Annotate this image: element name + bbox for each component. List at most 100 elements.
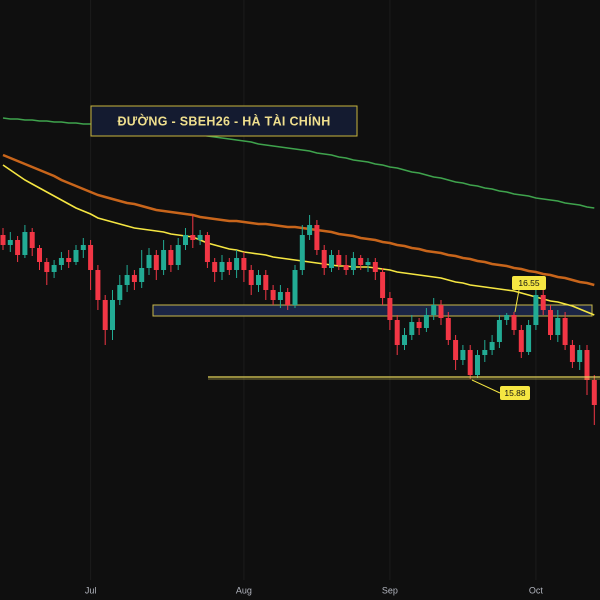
candle-body bbox=[256, 275, 261, 285]
annotation-label: 15.88 bbox=[504, 388, 526, 398]
candle-body bbox=[336, 255, 342, 265]
candle-body bbox=[314, 225, 320, 250]
title-box bbox=[90, 105, 358, 137]
candle-body bbox=[29, 232, 35, 248]
candle-body bbox=[58, 258, 64, 265]
candle-body bbox=[540, 295, 546, 310]
annotations: 16.55 15.88 bbox=[471, 276, 546, 400]
candle-body bbox=[66, 258, 72, 262]
candle-body bbox=[248, 270, 254, 285]
candle-body bbox=[22, 232, 28, 255]
candle-body bbox=[489, 342, 495, 350]
candle-body bbox=[584, 350, 590, 380]
candle-body bbox=[73, 250, 79, 262]
annotation-label: 16.55 bbox=[518, 278, 540, 288]
candle-body bbox=[496, 320, 502, 342]
candle-body bbox=[226, 262, 232, 270]
candle-body bbox=[88, 245, 94, 270]
candle-body bbox=[15, 240, 21, 255]
candle-body bbox=[445, 318, 451, 340]
moving-average-line bbox=[2, 153, 595, 287]
candle-body bbox=[526, 325, 532, 352]
candle-body bbox=[562, 318, 568, 345]
candle-body bbox=[402, 335, 407, 345]
candle-body bbox=[431, 305, 437, 315]
x-tick-label: Oct bbox=[529, 585, 544, 595]
candle-body bbox=[548, 310, 553, 335]
candle-body bbox=[219, 262, 225, 272]
candle-body bbox=[460, 350, 466, 360]
candle-body bbox=[234, 258, 240, 270]
candle-body bbox=[358, 258, 364, 265]
candle-body bbox=[131, 275, 137, 282]
candle-body bbox=[197, 235, 203, 240]
candle-body bbox=[241, 258, 247, 270]
candle-body bbox=[511, 315, 517, 330]
candle-body bbox=[51, 265, 57, 272]
candle-body bbox=[153, 255, 159, 270]
candle-body bbox=[329, 255, 334, 268]
price-zone bbox=[152, 304, 593, 317]
candle-body bbox=[438, 305, 444, 318]
candle-body bbox=[555, 318, 561, 335]
candle-body bbox=[146, 255, 152, 268]
candle-body bbox=[504, 315, 510, 320]
moving-average-line bbox=[2, 164, 595, 316]
candle-body bbox=[591, 380, 597, 405]
chart-title: ĐƯỜNG - SBEH26 - HÀ TÀI CHÍNH bbox=[117, 113, 330, 128]
candle-body bbox=[183, 235, 188, 245]
candle-body bbox=[0, 235, 6, 245]
candle-body bbox=[423, 315, 429, 328]
candle-body bbox=[394, 320, 400, 345]
candle-body bbox=[175, 245, 181, 265]
plot-area bbox=[0, 117, 597, 425]
annotation-leader bbox=[471, 379, 501, 394]
candle-body bbox=[416, 322, 422, 328]
candle-body bbox=[190, 235, 196, 240]
x-tick-label: Sep bbox=[382, 585, 398, 595]
x-axis: Jul Aug Sep Oct bbox=[85, 585, 544, 595]
candle-body bbox=[343, 265, 349, 270]
candle-body bbox=[263, 275, 269, 290]
candle-body bbox=[124, 275, 130, 285]
candle-body bbox=[285, 292, 291, 305]
candle-body bbox=[569, 345, 575, 362]
candle-body bbox=[577, 350, 583, 362]
candle-body bbox=[467, 350, 473, 375]
candle-body bbox=[409, 322, 415, 335]
candle-body bbox=[321, 250, 327, 268]
candle-body bbox=[204, 235, 210, 262]
candle-body bbox=[7, 240, 13, 245]
candle-body bbox=[270, 290, 276, 300]
candle-body bbox=[95, 270, 101, 300]
candle-body bbox=[350, 258, 356, 270]
candle-body bbox=[482, 350, 488, 355]
candle-body bbox=[307, 225, 313, 235]
candle-body bbox=[277, 292, 283, 300]
candle-body bbox=[80, 245, 86, 250]
candle-body bbox=[533, 295, 539, 325]
candle-body bbox=[110, 300, 115, 330]
candle-body bbox=[453, 340, 459, 360]
candle-body bbox=[102, 300, 108, 330]
candle-body bbox=[139, 268, 145, 282]
annotation-box bbox=[500, 386, 530, 400]
candle-body bbox=[365, 262, 371, 265]
candle-body bbox=[387, 298, 393, 320]
candle-body bbox=[292, 270, 298, 305]
candle-body bbox=[168, 250, 174, 265]
candle-body bbox=[117, 285, 123, 300]
annotation-box bbox=[512, 276, 546, 290]
candle-body bbox=[44, 262, 50, 272]
candle-body bbox=[372, 262, 378, 272]
annotation-leader bbox=[514, 289, 520, 313]
candle-body bbox=[518, 330, 524, 352]
candle-body bbox=[161, 250, 167, 270]
candle-body bbox=[380, 272, 386, 298]
x-tick-label: Aug bbox=[236, 585, 252, 595]
candle-body bbox=[299, 235, 305, 270]
candle-body bbox=[212, 262, 218, 272]
